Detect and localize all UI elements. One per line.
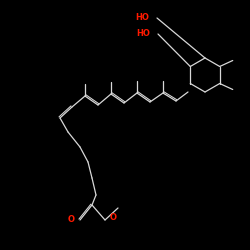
Text: O: O xyxy=(110,214,117,222)
Text: HO: HO xyxy=(135,14,149,22)
Text: O: O xyxy=(68,216,75,224)
Text: HO: HO xyxy=(136,30,150,38)
